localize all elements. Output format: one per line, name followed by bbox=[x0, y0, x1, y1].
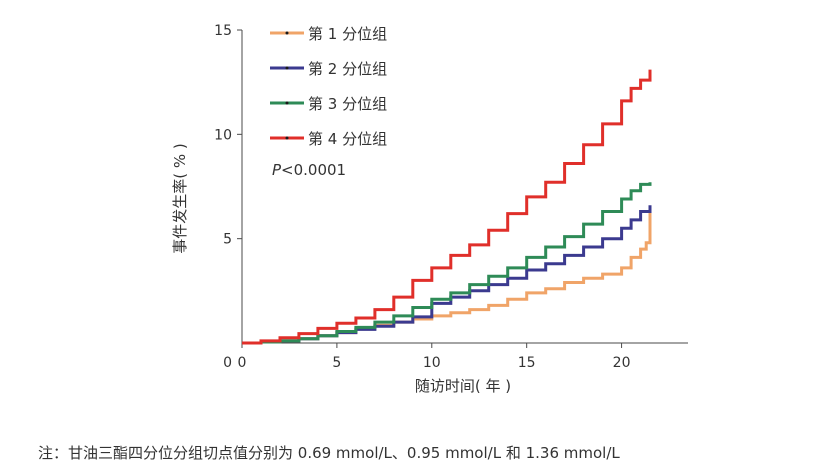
series-line-1 bbox=[242, 207, 652, 345]
x-tick-label: 5 bbox=[332, 355, 341, 371]
x-tick-label: 15 bbox=[518, 355, 536, 371]
footnote: 注：甘油三酯四分位分组切点值分别为 0.69 mmol/L、0.95 mmol/… bbox=[38, 444, 620, 462]
y-tick-label: 10 bbox=[214, 127, 232, 143]
y-axis-title: 事件发生率( % ) bbox=[171, 143, 189, 254]
series-line-4 bbox=[242, 69, 652, 345]
p-value-symbol: P bbox=[272, 161, 282, 179]
legend-marker-4 bbox=[285, 136, 289, 140]
legend-label-2: 第 2 分位组 bbox=[308, 60, 387, 78]
series-line-2 bbox=[242, 205, 652, 345]
legend-marker-2 bbox=[285, 66, 289, 70]
legend-marker-3 bbox=[285, 101, 289, 105]
x-tick-label: 0 bbox=[238, 355, 247, 371]
y-tick-label: 15 bbox=[214, 23, 232, 39]
x-tick-label: 10 bbox=[423, 355, 441, 371]
x-tick-label: 20 bbox=[613, 355, 631, 371]
axes-layer: 0 5 10 15 20 5 10 15 0 bbox=[214, 23, 688, 371]
series-line-3 bbox=[242, 182, 652, 345]
label-layer: P<0.0001 随访时间( 年 ) 事件发生率( % ) 注：甘油三酯四分位分组切点… bbox=[38, 143, 620, 462]
legend-label-3: 第 3 分位组 bbox=[308, 95, 387, 113]
legend-marker-1 bbox=[285, 31, 289, 35]
p-value-number: <0.0001 bbox=[281, 161, 346, 179]
p-value-annotation: P<0.0001 bbox=[272, 161, 346, 179]
legend-label-1: 第 1 分位组 bbox=[308, 25, 387, 43]
legend-label-4: 第 4 分位组 bbox=[308, 130, 387, 148]
series-layer bbox=[242, 69, 652, 345]
origin-tick-label: 0 bbox=[223, 355, 232, 371]
y-tick-label: 5 bbox=[223, 232, 232, 248]
x-axis-title: 随访时间( 年 ) bbox=[415, 377, 511, 395]
